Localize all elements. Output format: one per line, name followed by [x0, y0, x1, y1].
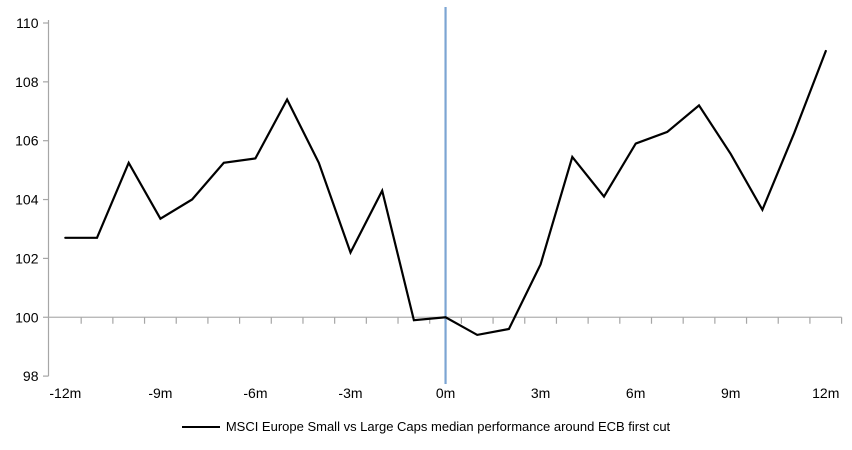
legend: MSCI Europe Small vs Large Caps median p… [0, 419, 852, 434]
y-tick-label: 98 [23, 368, 39, 384]
x-tick-label: -6m [243, 385, 267, 401]
x-tick-label: 0m [436, 385, 455, 401]
legend-line-sample [181, 425, 220, 428]
y-tick-label: 108 [15, 74, 39, 90]
y-tick-label: 102 [15, 250, 39, 266]
x-tick-label: 3m [531, 385, 550, 401]
x-tick-label: -9m [148, 385, 172, 401]
series-line [64, 49, 827, 337]
y-tick-label: 104 [15, 192, 39, 208]
x-tick-label: -12m [49, 385, 81, 401]
y-tick-label: 100 [15, 309, 39, 325]
y-axis: 98 100 102 104 106 108 110 [15, 15, 50, 384]
x-tick-label: 9m [721, 385, 740, 401]
x-tick-label: -3m [338, 385, 362, 401]
x-tick-label: 12m [812, 385, 839, 401]
x-tick-label: 6m [626, 385, 645, 401]
y-tick-label: 110 [16, 15, 39, 31]
legend-label: MSCI Europe Small vs Large Caps median p… [225, 419, 671, 434]
y-tick-label: 106 [15, 133, 39, 149]
